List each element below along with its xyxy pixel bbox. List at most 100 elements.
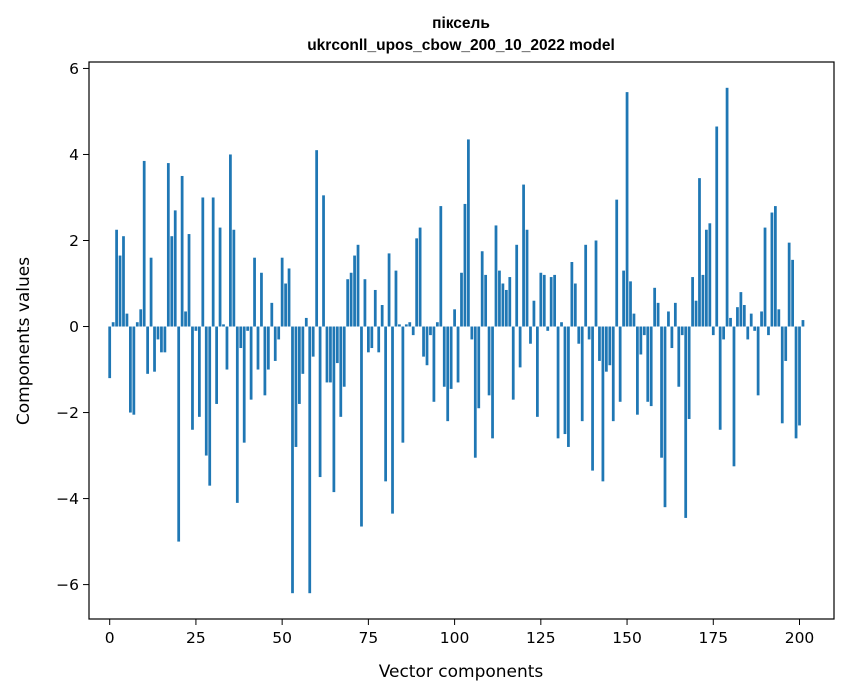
bar-139 — [587, 326, 591, 340]
bar-195 — [780, 326, 784, 424]
chart-title: піксель — [432, 15, 490, 32]
bar-5 — [125, 313, 129, 327]
bar-39 — [242, 326, 246, 443]
bar-178 — [722, 326, 726, 340]
bar-130 — [556, 326, 560, 439]
bar-4 — [122, 236, 125, 327]
bar-75 — [367, 326, 370, 353]
bar-81 — [387, 253, 391, 327]
x-tick-label: 150 — [612, 629, 642, 647]
x-tick-label: 100 — [440, 629, 470, 647]
bar-83 — [394, 270, 398, 327]
bar-135 — [573, 283, 577, 327]
bar-141 — [594, 240, 598, 327]
x-tick-label: 75 — [359, 629, 379, 647]
bar-192 — [770, 212, 774, 327]
bar-30 — [211, 197, 215, 327]
bar-131 — [560, 322, 563, 327]
bar-6 — [129, 326, 132, 413]
bar-87 — [408, 322, 412, 327]
bar-136 — [577, 326, 581, 344]
bar-169 — [691, 277, 694, 327]
bar-47 — [270, 302, 274, 327]
bar-46 — [266, 326, 270, 370]
x-tick-label: 175 — [698, 629, 728, 647]
y-tick-label: 2 — [69, 232, 79, 250]
bar-107 — [477, 326, 481, 409]
bar-182 — [736, 307, 739, 327]
bar-171 — [698, 178, 701, 327]
bar-70 — [349, 272, 353, 327]
bar-197 — [787, 242, 791, 327]
bar-17 — [166, 163, 170, 327]
bar-126 — [542, 274, 546, 327]
bar-125 — [539, 272, 543, 327]
bar-40 — [246, 326, 250, 331]
bar-163 — [670, 326, 674, 349]
bar-52 — [287, 268, 291, 327]
bar-150 — [625, 92, 629, 327]
x-tick-label: 200 — [785, 629, 815, 647]
bar-119 — [518, 326, 522, 368]
bar-13 — [153, 326, 156, 372]
bar-54 — [294, 326, 298, 447]
bar-8 — [135, 322, 139, 327]
bar-94 — [432, 326, 436, 402]
bar-146 — [611, 326, 615, 422]
bar-44 — [260, 272, 263, 327]
bar-149 — [622, 270, 625, 327]
bar-29 — [208, 326, 212, 486]
bar-33 — [222, 324, 225, 327]
bar-108 — [480, 251, 484, 327]
bar-61 — [318, 326, 322, 478]
bar-88 — [411, 326, 415, 336]
bar-172 — [701, 274, 705, 327]
bar-1 — [111, 322, 115, 327]
bar-76 — [370, 326, 374, 349]
bar-72 — [356, 244, 360, 327]
bar-154 — [639, 326, 643, 355]
bar-103 — [463, 203, 467, 327]
bar-120 — [522, 184, 525, 327]
bar-190 — [763, 227, 767, 327]
plot-frame — [88, 61, 835, 620]
bar-199 — [794, 326, 798, 439]
bar-188 — [756, 326, 760, 396]
bar-69 — [346, 279, 350, 327]
bar-63 — [325, 326, 329, 383]
bar-36 — [232, 229, 236, 327]
bar-179 — [725, 87, 729, 327]
bar-37 — [235, 326, 239, 503]
bar-51 — [284, 283, 287, 327]
bar-43 — [256, 326, 260, 370]
bar-34 — [225, 326, 229, 370]
bar-173 — [705, 229, 708, 327]
bar-91 — [422, 326, 425, 357]
bar-186 — [749, 313, 753, 327]
bar-58 — [308, 326, 312, 594]
bar-129 — [553, 274, 557, 327]
bar-80 — [384, 326, 387, 482]
bar-53 — [291, 326, 294, 594]
bar-112 — [494, 225, 498, 327]
bar-7 — [132, 326, 136, 415]
bar-14 — [156, 326, 160, 340]
bar-194 — [777, 309, 781, 327]
y-tick-label: −4 — [56, 490, 79, 508]
bar-42 — [253, 257, 256, 327]
bar-121 — [525, 229, 529, 327]
bar-124 — [536, 326, 539, 417]
bar-191 — [767, 326, 770, 336]
x-axis-ticks: 0 25 50 75 100 125 150 175 200 — [105, 619, 815, 647]
bar-62 — [322, 195, 325, 327]
bar-102 — [460, 272, 463, 327]
bar-122 — [529, 326, 532, 344]
bar-49 — [277, 326, 281, 340]
bar-32 — [218, 227, 222, 327]
bar-170 — [694, 300, 698, 327]
bar-157 — [649, 326, 653, 407]
bar-162 — [667, 311, 670, 327]
bar-56 — [301, 326, 305, 374]
bar-156 — [646, 326, 650, 402]
